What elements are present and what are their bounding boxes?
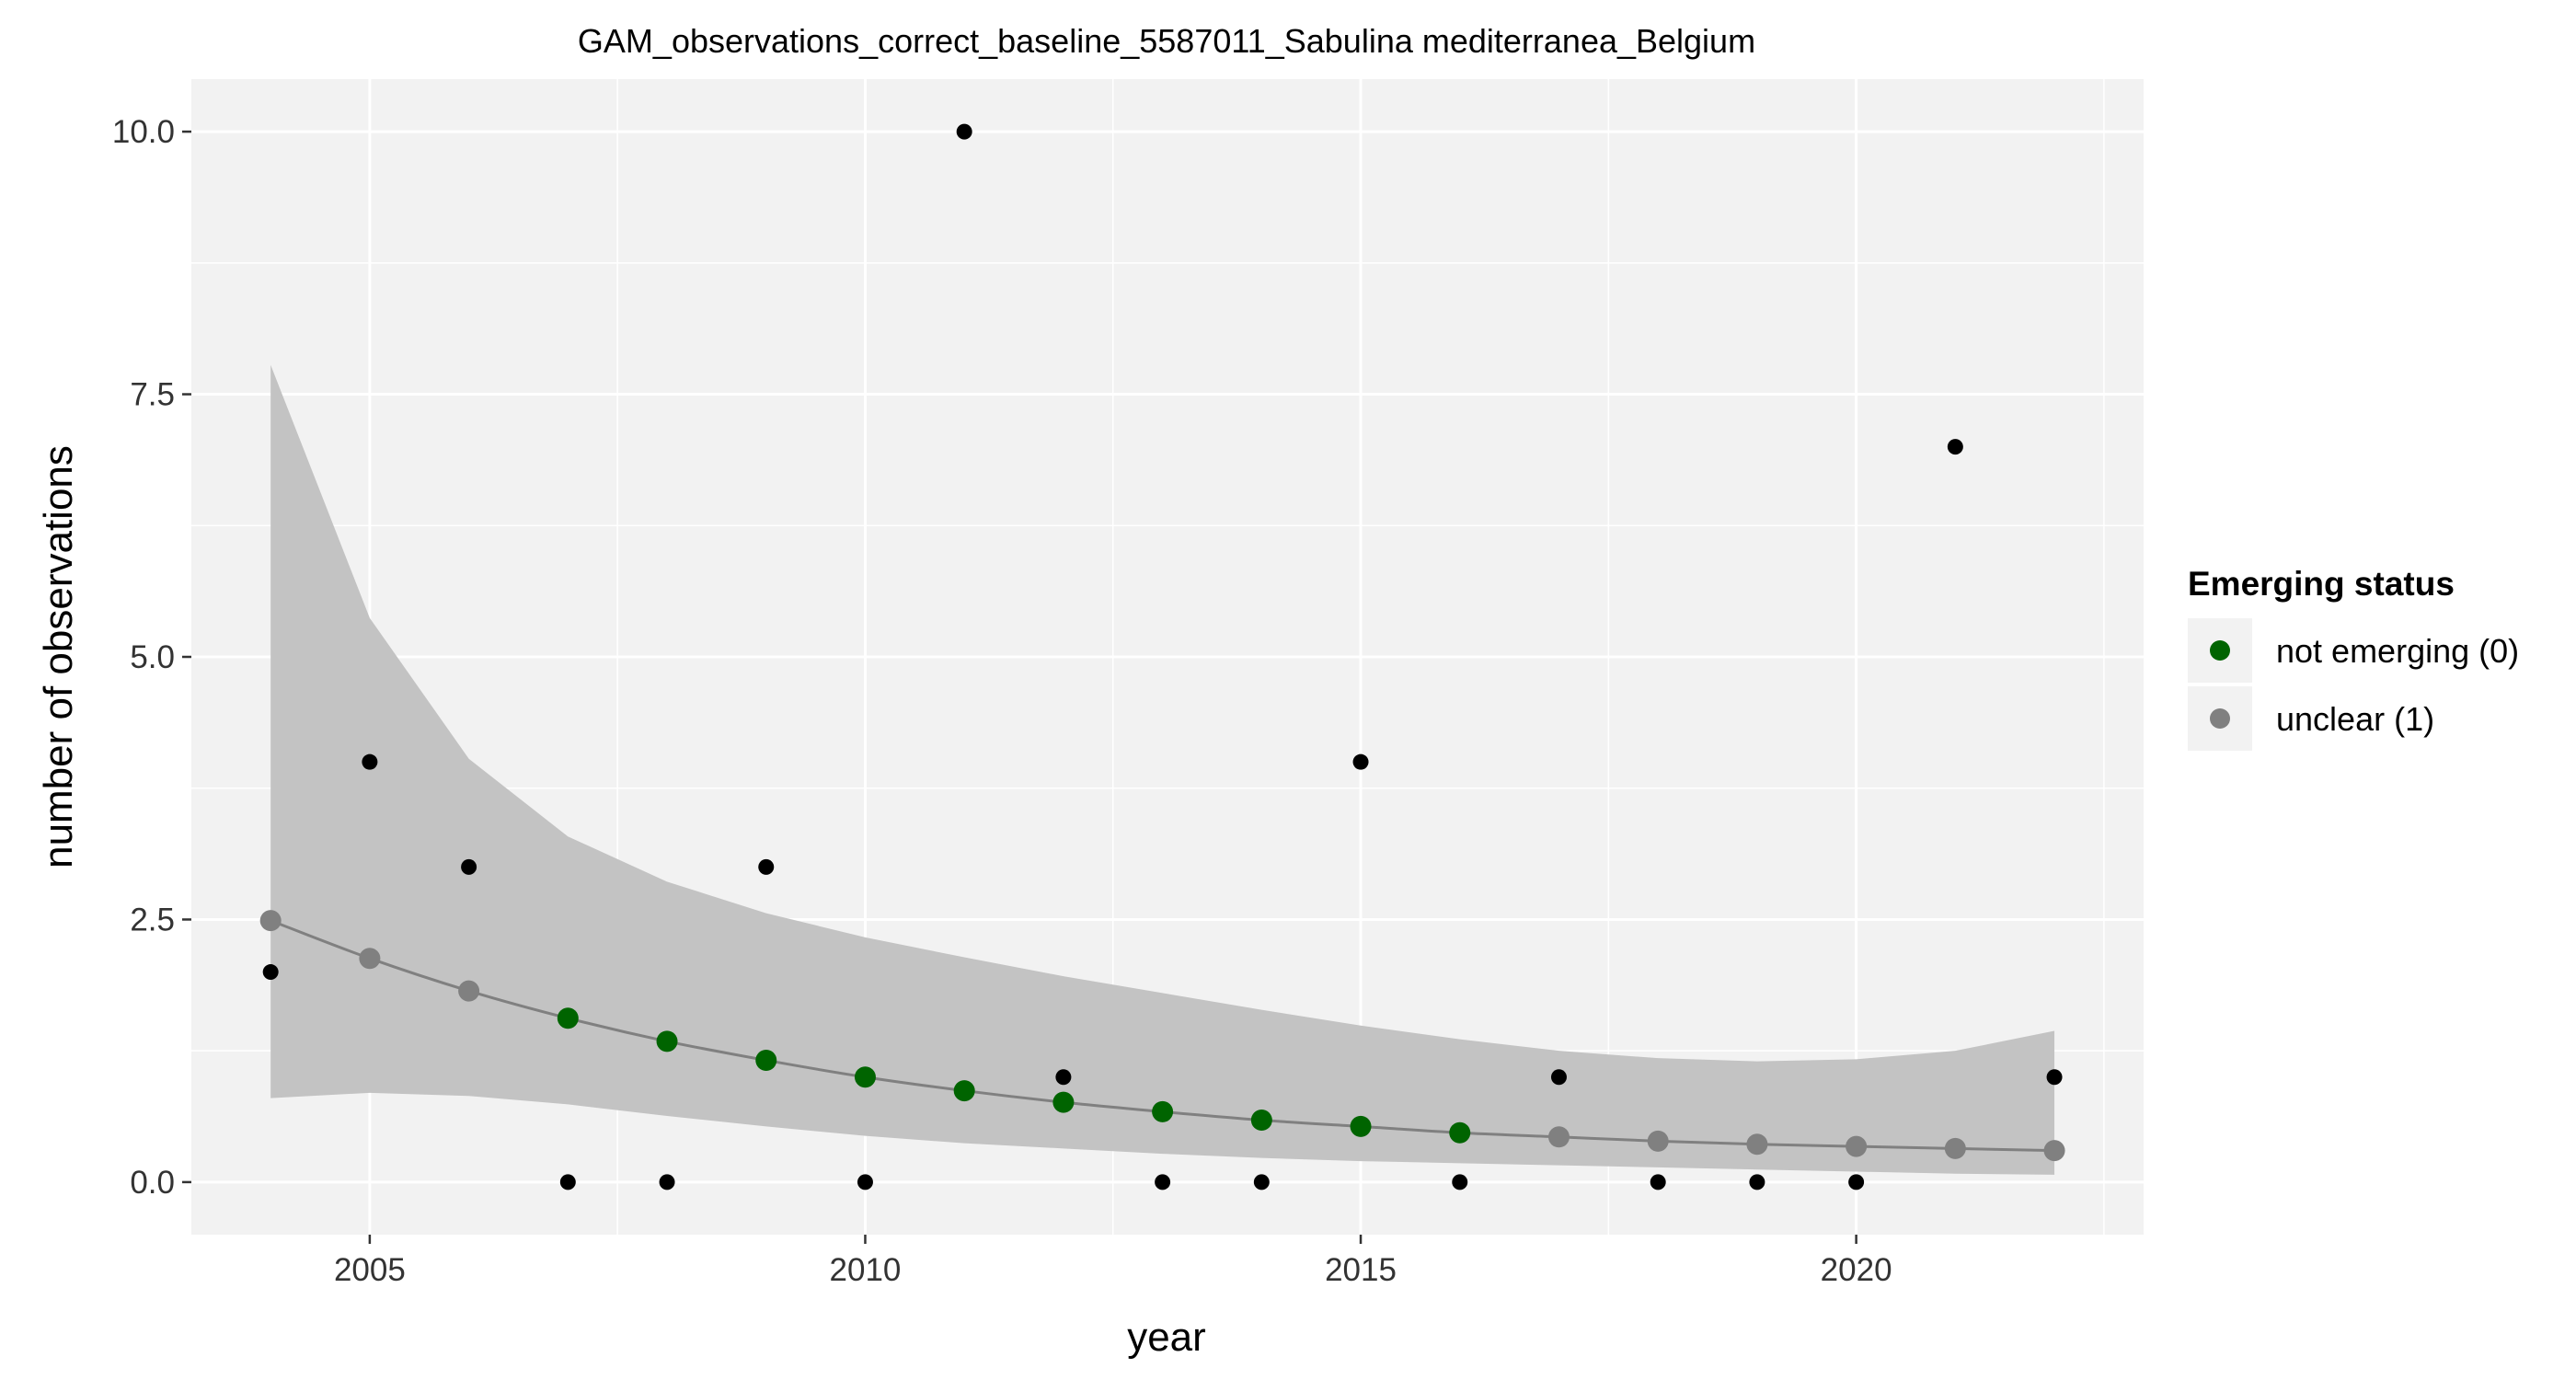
x-tick-label: 2015 [1325,1252,1397,1288]
fit-point [458,980,480,1002]
observation-point [1352,753,1369,770]
fit-point [1350,1115,1372,1137]
observation-point [1947,439,1963,455]
confidence-band [270,364,2055,1175]
fit-point [953,1080,975,1102]
plot-panel [191,79,2144,1235]
fit-point [1547,1126,1570,1148]
observation-point [1848,1174,1865,1190]
y-axis-title: number of observations [36,445,81,868]
observation-point [1749,1174,1765,1190]
y-tick-label: 5.0 [130,639,175,675]
fit-point [1746,1133,1768,1156]
legend-entry-not-emerging: not emerging (0) [2188,618,2519,683]
fit-point [1846,1135,1868,1157]
x-tick-label: 2010 [830,1252,902,1288]
observation-point [559,1174,576,1190]
fit-point [755,1049,777,1071]
x-tick-label: 2005 [334,1252,406,1288]
observation-point [659,1174,675,1190]
fit-point [2043,1140,2065,1162]
fit-point [1449,1121,1471,1144]
fit-point [1052,1091,1075,1113]
legend-label-not-emerging: not emerging (0) [2276,632,2519,670]
x-axis-title: year [1127,1315,1206,1360]
observation-point [758,858,775,875]
observation-point [2046,1069,2063,1086]
fit-points [259,910,2065,1162]
fit-point [656,1030,678,1052]
fit-point [1250,1110,1272,1132]
observation-point [1650,1174,1666,1190]
observation-point [857,1174,873,1190]
observation-point [362,753,378,770]
legend-title: Emerging status [2188,565,2455,603]
legend-key-not-emerging [2210,640,2230,661]
observation-points [262,123,2063,1190]
observation-point [1155,1174,1171,1190]
fit-point [1944,1137,1966,1159]
y-tick-label: 7.5 [130,377,175,413]
observation-point [461,858,477,875]
x-axis-ticks: 2005 2010 2015 2020 [334,1235,1892,1288]
observation-point [1452,1174,1468,1190]
observation-point [1253,1174,1270,1190]
y-tick-label: 10.0 [112,114,175,150]
observation-point [262,964,279,981]
x-tick-label: 2020 [1821,1252,1892,1288]
y-tick-label: 0.0 [130,1165,175,1201]
chart-title: GAM_observations_correct_baseline_558701… [578,22,1755,60]
y-axis-ticks: 0.0 2.5 5.0 7.5 10.0 [112,114,191,1201]
fit-point [557,1007,579,1029]
fit-point [1647,1130,1669,1152]
legend-entry-unclear: unclear (1) [2188,686,2434,751]
fit-point [854,1066,876,1088]
legend: Emerging status not emerging (0) unclear… [2188,565,2519,751]
fit-point [259,910,282,932]
observation-point [1550,1069,1567,1086]
fit-point [359,948,381,970]
observation-point [1055,1069,1072,1086]
fit-point [1152,1100,1174,1122]
observation-point [956,123,972,140]
y-tick-label: 2.5 [130,902,175,937]
legend-key-unclear [2210,708,2230,729]
legend-label-unclear: unclear (1) [2276,700,2434,738]
